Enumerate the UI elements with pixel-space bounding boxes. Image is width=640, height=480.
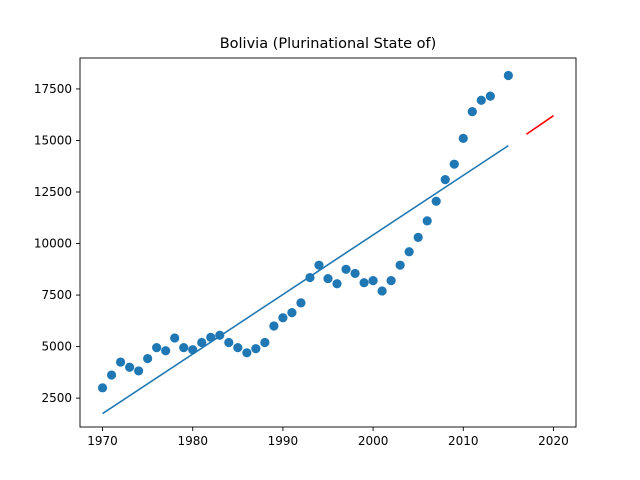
data-point-2004 — [404, 247, 414, 257]
data-point-2000 — [368, 276, 378, 286]
data-point-1975 — [143, 353, 153, 364]
data-point-1980 — [188, 345, 198, 355]
data-point-1973 — [125, 362, 135, 372]
data-point-2013 — [485, 91, 495, 101]
data-point-1970 — [97, 383, 108, 393]
y-tick-label-5000: 5000 — [41, 340, 72, 354]
y-tick-label-17500: 17500 — [34, 82, 72, 96]
data-point-1991 — [287, 307, 297, 318]
data-point-1999 — [359, 278, 369, 288]
data-point-2003 — [395, 260, 405, 270]
x-tick-label-1970: 1970 — [87, 434, 118, 448]
data-point-2011 — [467, 106, 477, 117]
data-point-2006 — [422, 216, 432, 226]
data-point-2007 — [431, 196, 441, 206]
forecast-line — [525, 115, 554, 135]
plot-area: 1970 1980 1990 2000 2010 2020 2500 5000 7500 1000… — [34, 57, 577, 448]
data-point-2005 — [413, 232, 423, 242]
data-point-1995 — [323, 273, 333, 284]
data-point-1974 — [134, 366, 144, 376]
data-point-1986 — [242, 348, 252, 358]
data-point-1985 — [233, 343, 243, 353]
data-point-2009 — [449, 159, 459, 169]
x-tick-label-2010: 2010 — [448, 434, 479, 448]
y-tick-label-12500: 12500 — [34, 185, 72, 199]
data-point-1976 — [152, 343, 162, 353]
data-point-1979 — [179, 343, 189, 353]
data-point-2015 — [503, 70, 513, 81]
data-point-2012 — [476, 95, 486, 105]
data-point-1990 — [278, 313, 288, 323]
data-point-1981 — [197, 337, 207, 348]
data-point-1982 — [206, 332, 216, 342]
chart-title: Bolivia (Plurinational State of) — [220, 36, 437, 52]
y-tick-label-15000: 15000 — [34, 133, 72, 147]
data-point-1997 — [341, 264, 351, 274]
x-tick-label-1990: 1990 — [268, 434, 299, 448]
data-point-1996 — [332, 279, 342, 289]
data-point-1992 — [296, 298, 306, 308]
data-point-2002 — [386, 276, 396, 286]
y-tick-label-10000: 10000 — [34, 237, 72, 251]
y-tick-label-2500: 2500 — [41, 391, 72, 405]
data-point-1971 — [106, 370, 117, 380]
data-point-1972 — [115, 357, 126, 367]
data-point-2001 — [377, 286, 387, 296]
data-point-1987 — [251, 344, 261, 354]
x-tick-label-1980: 1980 — [177, 434, 208, 448]
data-point-1978 — [170, 333, 180, 343]
data-point-1994 — [314, 260, 324, 270]
data-point-2008 — [440, 175, 450, 185]
trend-line — [102, 144, 509, 415]
data-point-1989 — [269, 321, 279, 331]
y-tick-label-7500: 7500 — [41, 288, 72, 302]
data-point-1988 — [260, 337, 270, 348]
data-point-1977 — [161, 346, 171, 356]
axes-frame — [79, 57, 577, 428]
x-tick-label-2000: 2000 — [358, 434, 389, 448]
data-point-1984 — [224, 337, 234, 348]
data-point-2010 — [458, 133, 468, 143]
data-point-1998 — [350, 268, 360, 279]
x-tick-label-2020: 2020 — [538, 434, 569, 448]
